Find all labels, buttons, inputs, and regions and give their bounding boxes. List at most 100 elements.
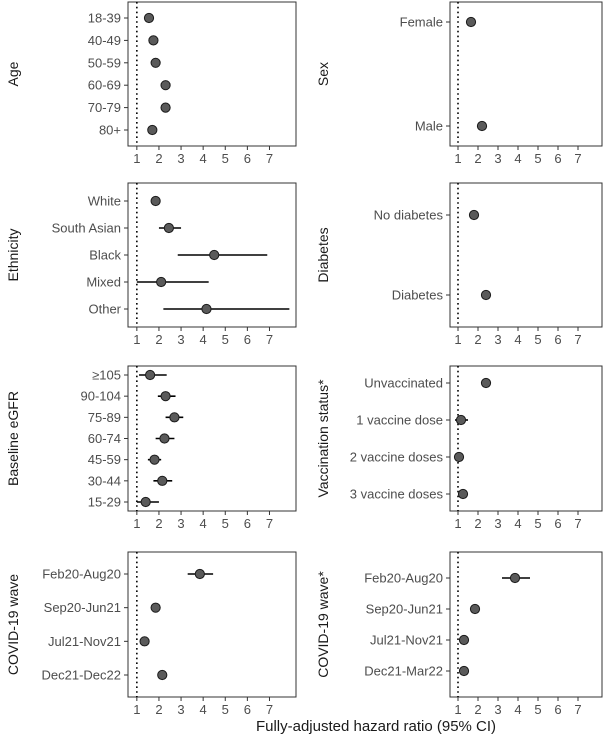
category-label-90-104: 90-104 bbox=[81, 389, 121, 404]
x-tick-label: 6 bbox=[244, 332, 251, 347]
x-tick-label: 3 bbox=[494, 516, 501, 531]
panel-ethnicity: Ethnicity 1 2 3 4 5 6 7 White South Asian Black Mix… bbox=[5, 182, 297, 347]
x-tick-label: 2 bbox=[474, 702, 481, 717]
category-label-jul21-nov21: Jul21-Nov21 bbox=[370, 633, 443, 648]
x-tick-label: 5 bbox=[534, 332, 541, 347]
category-label-feb20-aug20: Feb20-Aug20 bbox=[42, 567, 121, 582]
category-label-45-59: 45-59 bbox=[88, 452, 121, 467]
x-tick-label: 3 bbox=[177, 702, 184, 717]
x-tick-label: 5 bbox=[222, 516, 229, 531]
category-label-30-44: 30-44 bbox=[88, 473, 121, 488]
estimate-point-south-asian bbox=[163, 222, 174, 234]
estimate-point-jul21-nov21 bbox=[139, 636, 150, 647]
category-label-dec21-dec22: Dec21-Dec22 bbox=[42, 668, 122, 683]
estimate-point-black bbox=[209, 249, 220, 261]
x-tick-label: 5 bbox=[534, 702, 541, 717]
estimate-point-15-29 bbox=[140, 496, 151, 508]
x-tick-label: 2 bbox=[474, 151, 481, 166]
category-label-south-asian: South Asian bbox=[52, 221, 121, 236]
panel-title: Baseline eGFR bbox=[5, 391, 21, 486]
x-tick-label: 3 bbox=[494, 332, 501, 347]
estimate-point-feb20-aug20 bbox=[509, 572, 521, 584]
x-tick-label: 1 bbox=[454, 332, 461, 347]
x-tick-label: 1 bbox=[133, 516, 140, 531]
panel-frame bbox=[127, 551, 297, 698]
x-tick-label: 2 bbox=[155, 516, 162, 531]
x-tick-label: 3 bbox=[177, 151, 184, 166]
x-tick-label: 2 bbox=[155, 332, 162, 347]
x-tick-label: 5 bbox=[222, 702, 229, 717]
panel-baseline-egfr: Baseline eGFR 1 2 3 4 5 6 7 ≥105 90-104 75-89 60-74… bbox=[5, 365, 297, 531]
panel-title: COVID-19 wave* bbox=[315, 571, 331, 678]
x-tick-label: 7 bbox=[574, 151, 581, 166]
panel-frame bbox=[449, 182, 603, 328]
estimate-point-70-79 bbox=[160, 102, 171, 113]
panel-title: Age bbox=[5, 61, 21, 86]
category-label-white: White bbox=[88, 194, 121, 209]
x-tick-label: 2 bbox=[474, 332, 481, 347]
x-tick-label: 7 bbox=[266, 151, 273, 166]
x-tick-label: 3 bbox=[177, 332, 184, 347]
panel-title: Sex bbox=[315, 62, 331, 86]
x-tick-label: 1 bbox=[133, 151, 140, 166]
x-tick-label: 4 bbox=[200, 702, 207, 717]
x-tick-label: 4 bbox=[200, 516, 207, 531]
category-label-diabetes: Diabetes bbox=[392, 288, 444, 303]
estimate-point-jul21-nov21 bbox=[458, 634, 470, 646]
x-tick-label: 1 bbox=[454, 702, 461, 717]
panel-frame bbox=[449, 365, 603, 512]
panel-sex: Sex 1 2 3 4 5 6 7 Female Male bbox=[315, 1, 603, 166]
category-label-black: Black bbox=[89, 248, 121, 263]
x-tick-label: 5 bbox=[534, 516, 541, 531]
estimate-point-other bbox=[201, 303, 212, 315]
x-tick-label: 1 bbox=[133, 332, 140, 347]
x-tick-label: 6 bbox=[244, 516, 251, 531]
x-tick-label: 3 bbox=[494, 702, 501, 717]
estimate-point-60-69 bbox=[160, 80, 171, 91]
category-label-70-79: 70-79 bbox=[88, 100, 121, 115]
category-label-75-89: 75-89 bbox=[88, 410, 121, 425]
estimate-point-dec21-mar22 bbox=[458, 665, 470, 677]
estimate-point-white bbox=[150, 195, 161, 207]
x-tick-label: 7 bbox=[574, 702, 581, 717]
category-label-15-29: 15-29 bbox=[88, 495, 121, 510]
panel-covid-19-wave: COVID-19 wave* 1 2 3 4 5 6 7 Feb20-Aug20 Sep20-Ju… bbox=[315, 551, 603, 717]
category-label-50-59: 50-59 bbox=[88, 55, 121, 70]
estimate-point-male bbox=[476, 120, 488, 132]
x-tick-label: 7 bbox=[266, 702, 273, 717]
category-label-dec21-mar22: Dec21-Mar22 bbox=[364, 664, 443, 679]
panel-diabetes: Diabetes 1 2 3 4 5 6 7 No diabetes Diabetes bbox=[315, 182, 603, 347]
x-tick-label: 6 bbox=[554, 702, 561, 717]
category-label-ge-105: ≥105 bbox=[92, 368, 121, 383]
estimate-point-female bbox=[465, 16, 477, 28]
category-label-60-74: 60-74 bbox=[88, 431, 121, 446]
x-tick-label: 7 bbox=[266, 516, 273, 531]
x-tick-label: 3 bbox=[494, 151, 501, 166]
estimate-point-30-44 bbox=[157, 475, 168, 486]
estimate-point-45-59 bbox=[149, 454, 160, 465]
x-tick-label: 4 bbox=[514, 516, 521, 531]
category-label-mixed: Mixed bbox=[86, 275, 121, 290]
estimate-point-1-vaccine-dose bbox=[455, 414, 467, 426]
x-tick-label: 6 bbox=[554, 151, 561, 166]
category-label-2-vaccine-doses: 2 vaccine doses bbox=[350, 450, 444, 465]
x-tick-label: 6 bbox=[554, 332, 561, 347]
estimate-point-18-39 bbox=[143, 12, 155, 24]
x-tick-label: 7 bbox=[266, 332, 273, 347]
estimate-point-no-diabetes bbox=[468, 209, 480, 221]
estimate-point-dec21-dec22 bbox=[157, 669, 168, 681]
category-label-18-39: 18-39 bbox=[88, 11, 121, 26]
panel-title: Diabetes bbox=[315, 227, 331, 282]
x-tick-label: 6 bbox=[554, 516, 561, 531]
category-label-jul21-nov21: Jul21-Nov21 bbox=[48, 634, 121, 649]
estimate-point-50-59 bbox=[150, 57, 161, 68]
x-tick-label: 1 bbox=[454, 516, 461, 531]
panel-title: Ethnicity bbox=[5, 229, 21, 282]
x-tick-label: 5 bbox=[534, 151, 541, 166]
estimate-point-90-104 bbox=[160, 391, 171, 402]
panel-frame bbox=[127, 1, 297, 147]
x-tick-label: 7 bbox=[574, 516, 581, 531]
panel-age: Age 1 2 3 4 5 6 7 18-39 40-49 50-59 60-69 70-79 80+ bbox=[5, 1, 297, 166]
estimate-point-75-89 bbox=[169, 412, 180, 423]
